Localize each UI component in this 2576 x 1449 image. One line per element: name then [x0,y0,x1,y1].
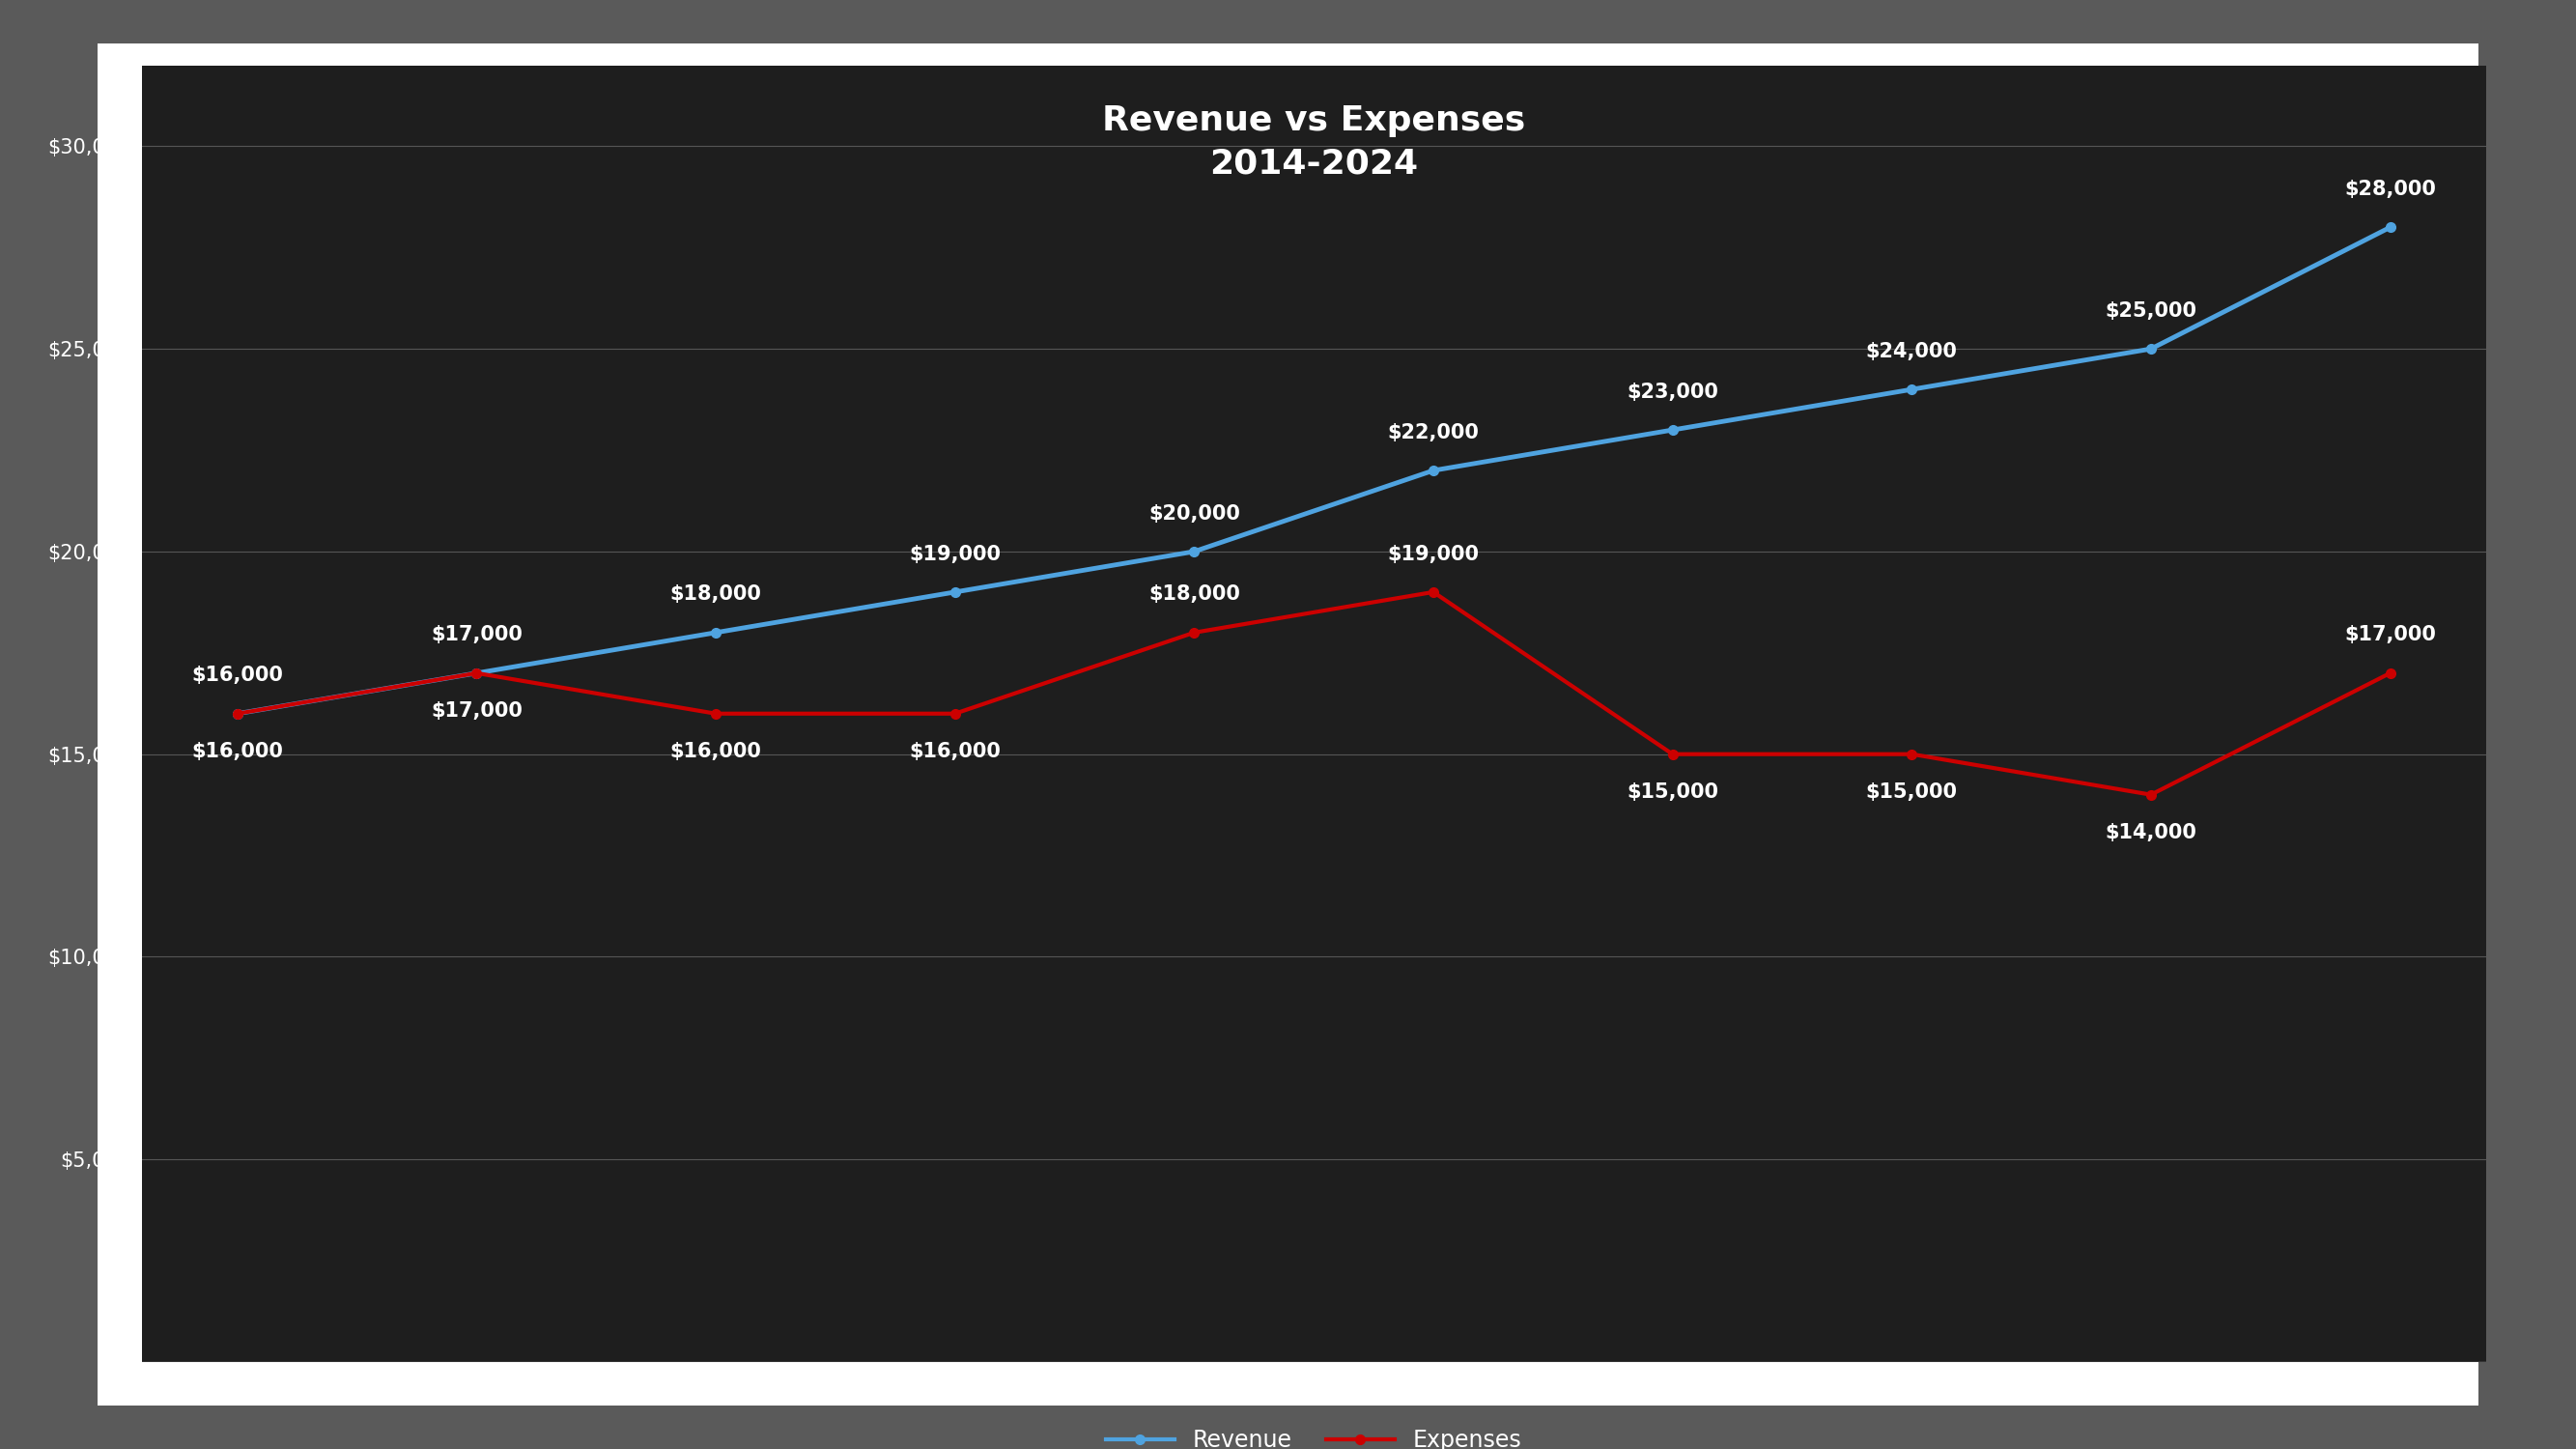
Text: $16,000: $16,000 [909,742,1002,761]
Text: $17,000: $17,000 [430,701,523,720]
Text: Revenue vs Expenses
2014-2024: Revenue vs Expenses 2014-2024 [1103,104,1525,180]
Expenses [461,665,492,682]
Text: $14,000: $14,000 [2105,823,2197,842]
Text: $23,000: $23,000 [1625,383,1718,401]
Revenue [701,625,732,642]
Revenue [940,584,971,601]
Legend: Revenue, Expenses: Revenue, Expenses [1097,1420,1530,1449]
Text: $17,000: $17,000 [430,626,523,645]
Expenses [940,706,971,723]
Text: $15,000: $15,000 [1865,782,1958,801]
Revenue [1417,462,1448,480]
Text: $20,000: $20,000 [1149,504,1239,523]
Line: Expenses: Expenses [232,587,2396,800]
Text: $28,000: $28,000 [2344,180,2437,199]
Expenses [2136,785,2166,803]
Text: $18,000: $18,000 [670,585,762,604]
Text: $16,000: $16,000 [191,667,283,685]
Text: $25,000: $25,000 [2105,301,2197,320]
Expenses [701,706,732,723]
Text: $16,000: $16,000 [670,742,762,761]
Line: Revenue: Revenue [232,223,2396,719]
Expenses [2375,665,2406,682]
Expenses [1656,745,1687,762]
Expenses [1896,745,1927,762]
Text: $24,000: $24,000 [1865,342,1958,361]
Expenses [1417,584,1448,601]
Text: $16,000: $16,000 [191,742,283,761]
Text: $19,000: $19,000 [1388,545,1479,564]
Revenue [1180,543,1211,561]
Text: $19,000: $19,000 [909,545,1002,564]
Expenses [222,706,252,723]
Text: $15,000: $15,000 [1625,782,1718,801]
Expenses [1180,625,1211,642]
Revenue [222,706,252,723]
Revenue [1656,422,1687,439]
Text: $18,000: $18,000 [1149,585,1239,604]
Revenue [461,665,492,682]
Revenue [2136,341,2166,358]
Text: $22,000: $22,000 [1388,423,1479,442]
Revenue [2375,219,2406,236]
Text: $17,000: $17,000 [2344,626,2437,645]
Revenue [1896,381,1927,398]
